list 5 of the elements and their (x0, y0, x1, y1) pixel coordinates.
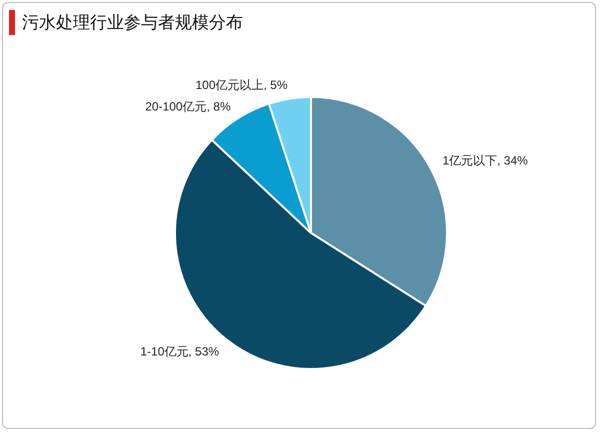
slice-label: 100亿元以上, 5% (195, 78, 288, 92)
slice-label: 20-100亿元, 8% (145, 99, 231, 114)
slice-label: 1-10亿元, 53% (140, 344, 220, 359)
chart-title: 污水处理行业参与者规模分布 (22, 12, 243, 34)
slice-label: 1亿元以下, 34% (442, 154, 528, 168)
